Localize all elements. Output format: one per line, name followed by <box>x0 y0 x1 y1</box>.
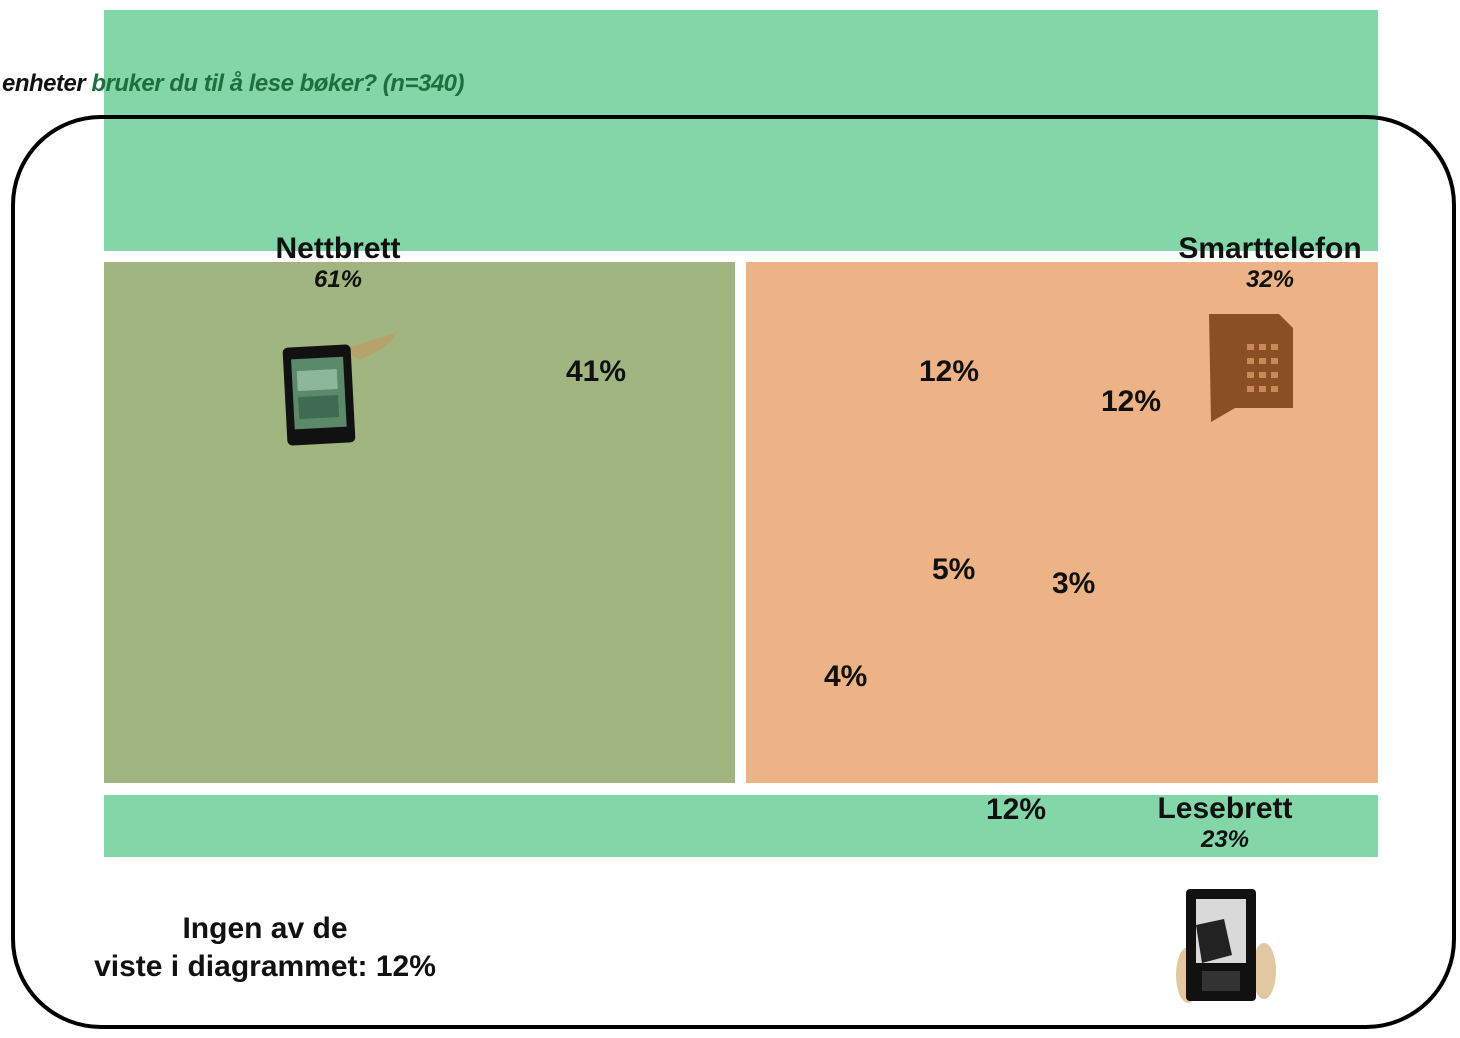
none-label-line-1: Ingen av de <box>60 910 470 948</box>
region-tablet-phone: 12% <box>919 355 979 389</box>
question-title: enheter bruker du til å lese bøker? (n=3… <box>2 70 464 98</box>
category-pct: 61% <box>258 266 418 294</box>
category-name: Nettbrett <box>258 232 418 266</box>
category-lesebrett: Lesebrett 23% <box>1135 792 1315 854</box>
region-phone-only: 12% <box>1101 385 1161 419</box>
tablet-icon <box>280 330 405 450</box>
category-name: Lesebrett <box>1135 792 1315 826</box>
region-phone-ereader: 3% <box>1052 567 1095 601</box>
region-ereader-only: 12% <box>986 793 1046 827</box>
none-label: Ingen av de viste i diagrammet: 12% <box>60 910 470 986</box>
smartphone-icon <box>1207 312 1297 424</box>
region-tablet-only: 41% <box>566 355 626 389</box>
ereader-icon <box>1172 885 1282 1010</box>
category-name: Smarttelefon <box>1160 232 1380 266</box>
region-all-three: 5% <box>932 553 975 587</box>
none-label-line-2: viste i diagrammet: 12% <box>60 948 470 986</box>
question-part-1: enheter <box>2 70 85 97</box>
category-smarttelefon: Smarttelefon 32% <box>1160 232 1380 294</box>
category-pct: 23% <box>1135 826 1315 854</box>
category-pct: 32% <box>1160 266 1380 294</box>
region-tablet-ereader: 4% <box>824 660 867 694</box>
question-part-2: bruker du til å lese bøker? (n=340) <box>91 70 464 97</box>
category-nettbrett: Nettbrett 61% <box>258 232 418 294</box>
